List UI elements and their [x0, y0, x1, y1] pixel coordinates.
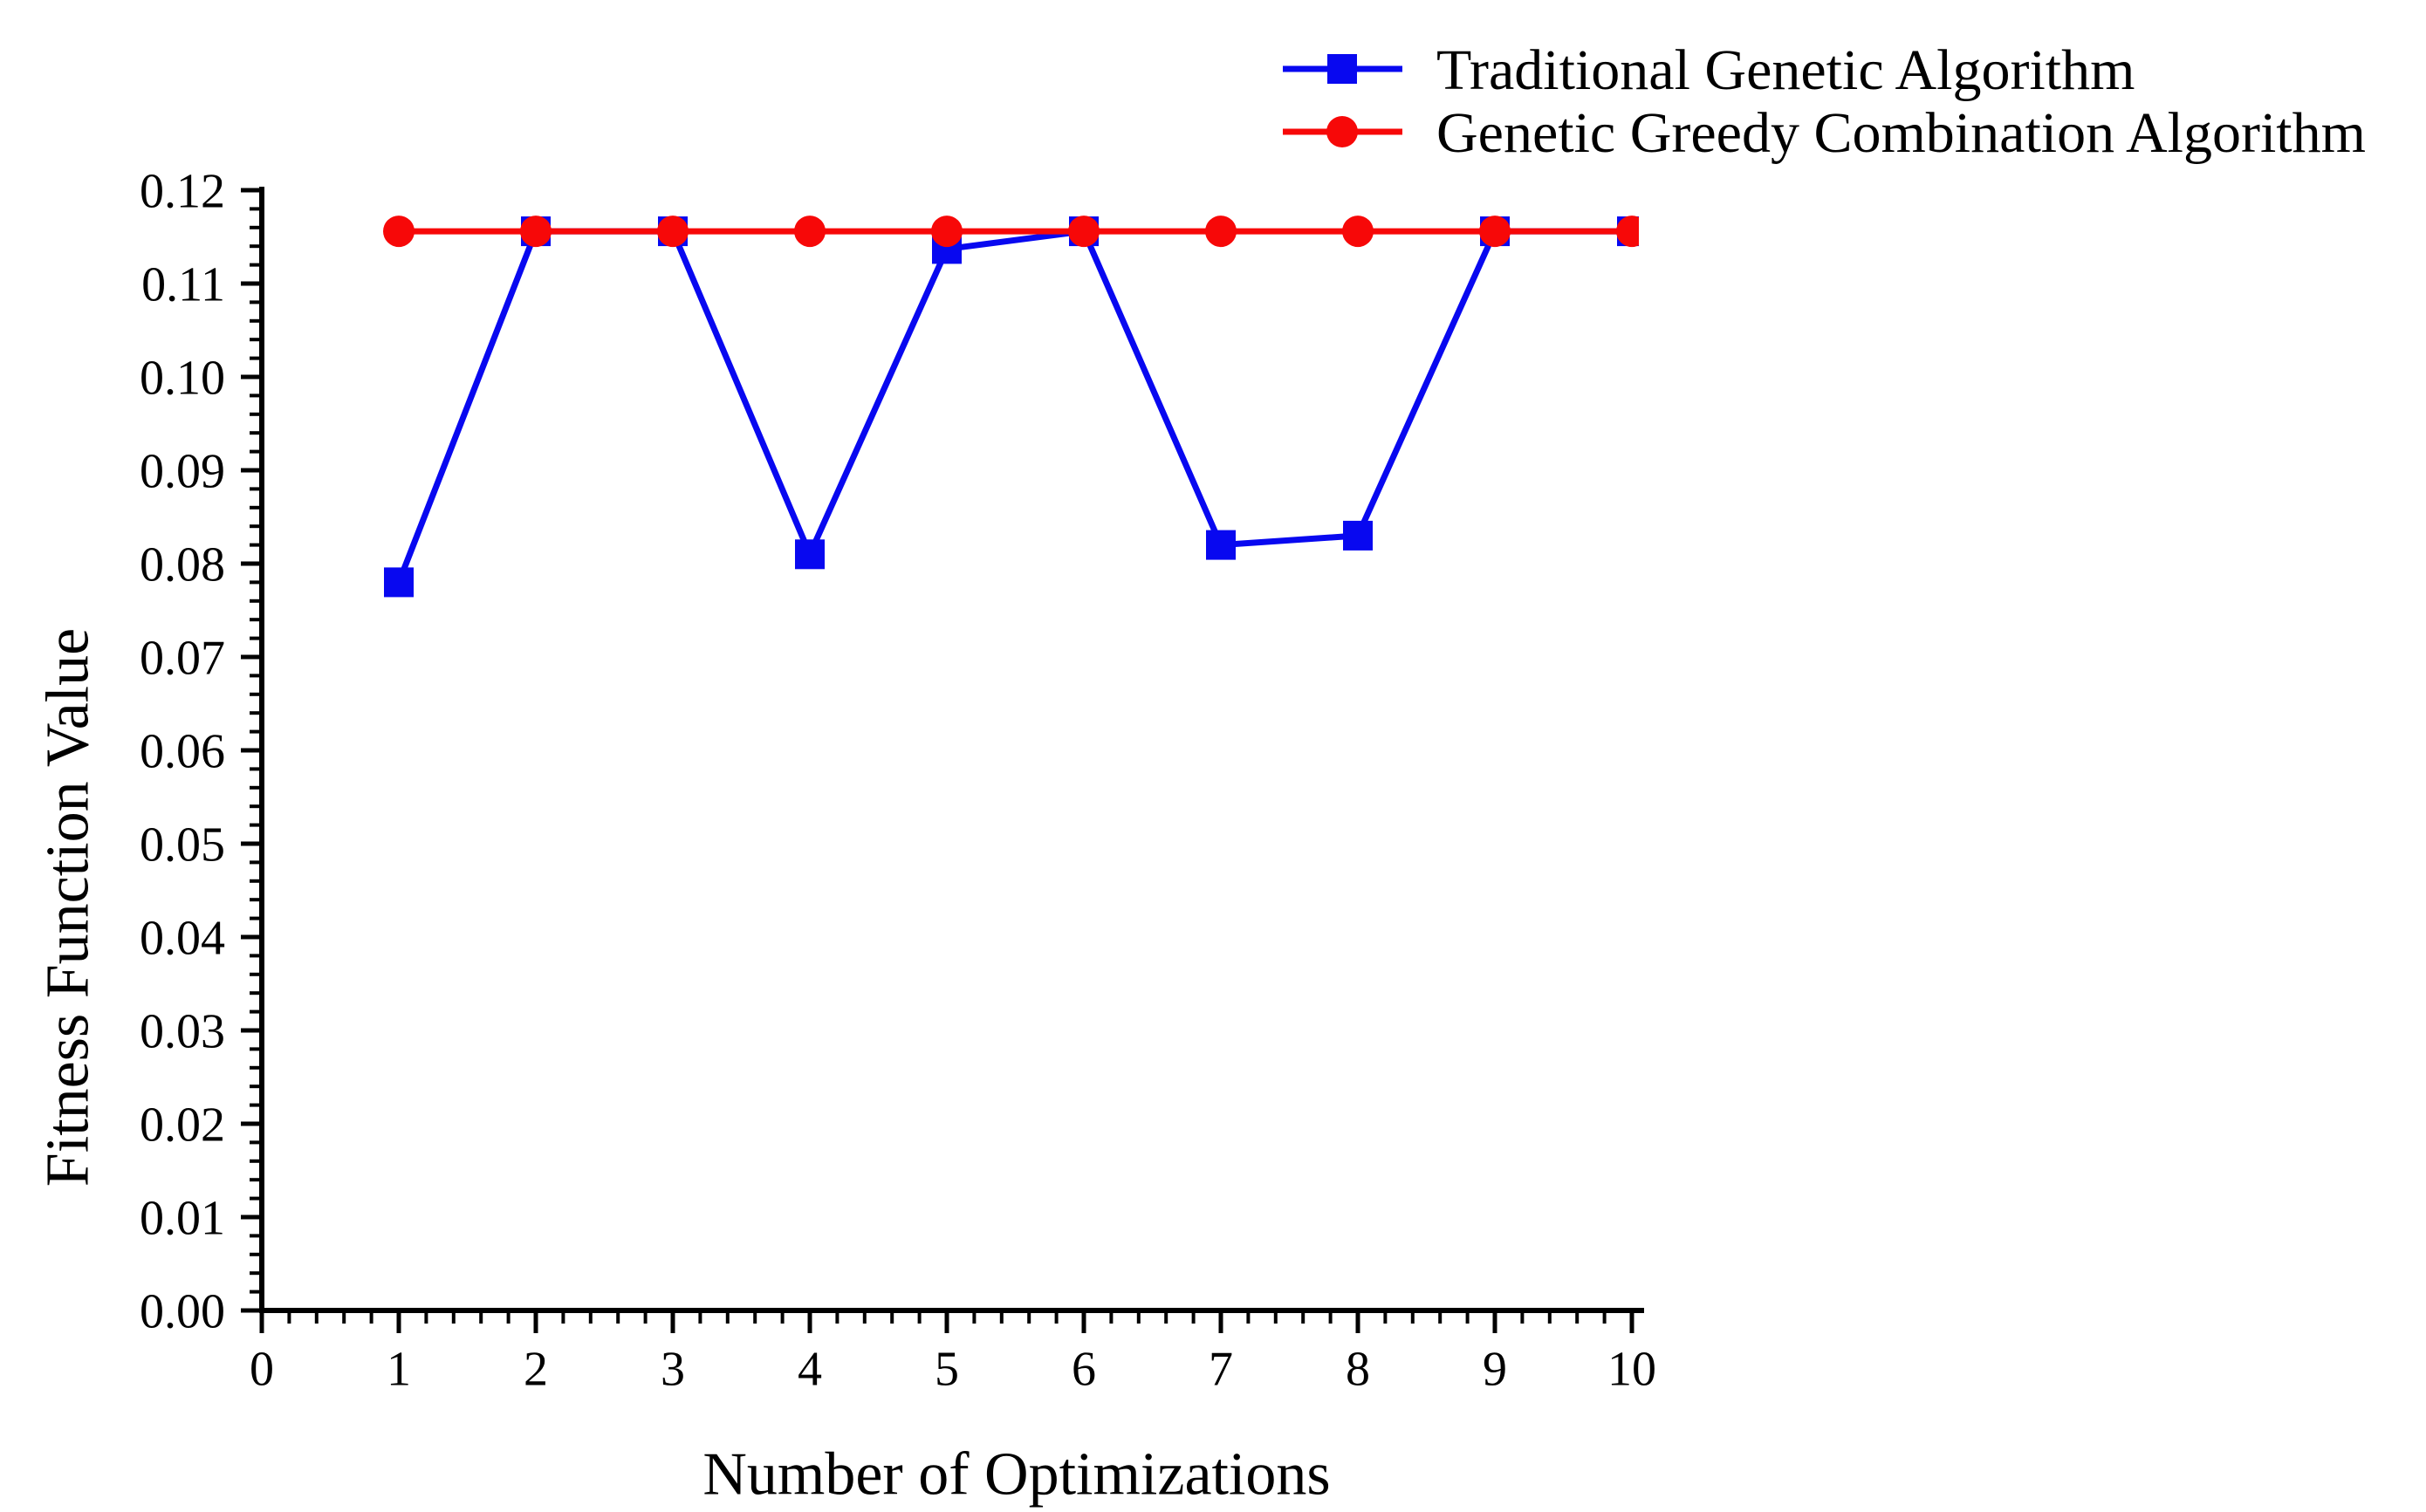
x-tick-label: 5 [935, 1343, 959, 1397]
plot-area: 0.00 0.01 0.02 0.03 0.04 0.05 0.06 0.07 0.08 0.09… [140, 165, 1656, 1397]
data-point [657, 216, 689, 248]
x-tick-label: 0 [250, 1343, 274, 1397]
series-genetic-greedy-combination-algorithm [383, 216, 1639, 248]
y-tick-label: 0.01 [140, 1192, 225, 1246]
series-traditional-genetic-algorithm [384, 216, 1639, 598]
x-tick-label: 9 [1483, 1343, 1507, 1397]
data-point [795, 539, 825, 570]
y-axis-title: Fitness Function Value [35, 628, 102, 1187]
y-tick-label: 0.12 [140, 165, 225, 219]
x-tick-label: 8 [1346, 1343, 1370, 1397]
y-tick-label: 0.11 [141, 258, 225, 312]
x-tick-label: 10 [1607, 1343, 1656, 1397]
data-point [1206, 530, 1236, 560]
data-point [1343, 520, 1373, 551]
data-point [1479, 216, 1511, 248]
x-tick-label: 7 [1209, 1343, 1233, 1397]
legend-label-traditional: Traditional Genetic Algorithm [1436, 38, 2135, 102]
y-tick-label: 0.05 [140, 818, 225, 872]
x-tick-label: 2 [524, 1343, 548, 1397]
x-tick-label: 6 [1072, 1343, 1096, 1397]
series-line [395, 228, 1632, 584]
data-point [520, 216, 552, 248]
y-tick-label: 0.00 [140, 1285, 225, 1339]
x-axis-title: Number of Optimizations [702, 1441, 1330, 1509]
y-tick-label: 0.02 [140, 1098, 225, 1153]
data-point [1205, 216, 1237, 248]
legend-item-genetic-greedy-combination-algorithm: Genetic Greedy Combination Algorithm [1283, 101, 2366, 165]
data-point [1342, 216, 1374, 248]
legend-circle-marker-icon [1326, 116, 1358, 147]
x-tick-label: 3 [661, 1343, 685, 1397]
y-tick-label: 0.09 [140, 445, 225, 499]
legend-square-marker-icon [1327, 54, 1357, 84]
legend-item-traditional-genetic-algorithm: Traditional Genetic Algorithm [1283, 38, 2135, 102]
data-point [384, 567, 414, 598]
y-tick-label: 0.07 [140, 632, 225, 686]
data-point [1068, 216, 1100, 248]
data-point [931, 216, 963, 248]
legend-label-greedy: Genetic Greedy Combination Algorithm [1436, 101, 2366, 165]
y-tick-label: 0.10 [140, 352, 225, 406]
y-tick-label: 0.08 [140, 538, 225, 592]
data-point [794, 216, 826, 248]
legend: Traditional Genetic Algorithm Genetic Gr… [1283, 38, 2366, 165]
y-tick-label: 0.04 [140, 912, 225, 966]
data-point [1616, 216, 1639, 248]
x-tick-label: 1 [387, 1343, 411, 1397]
x-tick-label: 4 [798, 1343, 822, 1397]
y-tick-label: 0.03 [140, 1005, 225, 1059]
y-tick-label: 0.06 [140, 725, 225, 779]
data-point [383, 216, 415, 248]
